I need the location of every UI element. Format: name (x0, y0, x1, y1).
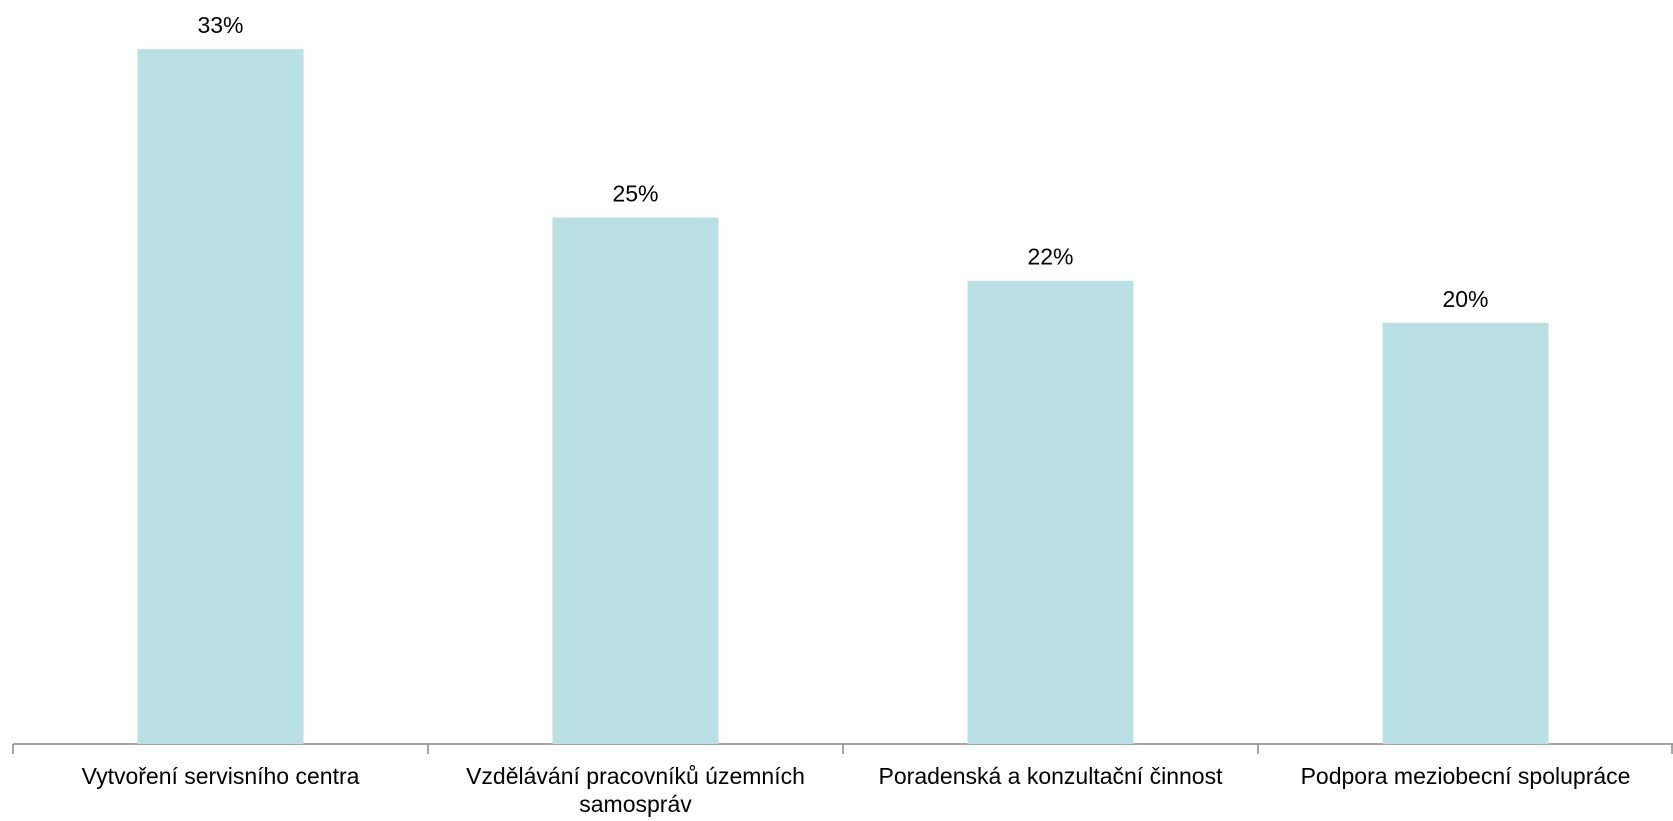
x-tick-label: Vzdělávání pracovníků územních samospráv (466, 763, 805, 817)
data-label: 25% (612, 181, 658, 207)
x-tick-label: Vytvoření servisního centra (82, 763, 360, 789)
bar (1382, 322, 1549, 744)
x-tick-label: Poradenská a konzultační činnost (879, 763, 1224, 789)
data-label: 20% (1442, 286, 1488, 312)
x-tick-label: Podpora meziobecní spolupráce (1301, 763, 1631, 789)
data-label: 22% (1027, 244, 1073, 270)
bar (552, 217, 719, 745)
bar (967, 280, 1134, 744)
data-label: 33% (197, 12, 243, 38)
bar (137, 49, 304, 745)
